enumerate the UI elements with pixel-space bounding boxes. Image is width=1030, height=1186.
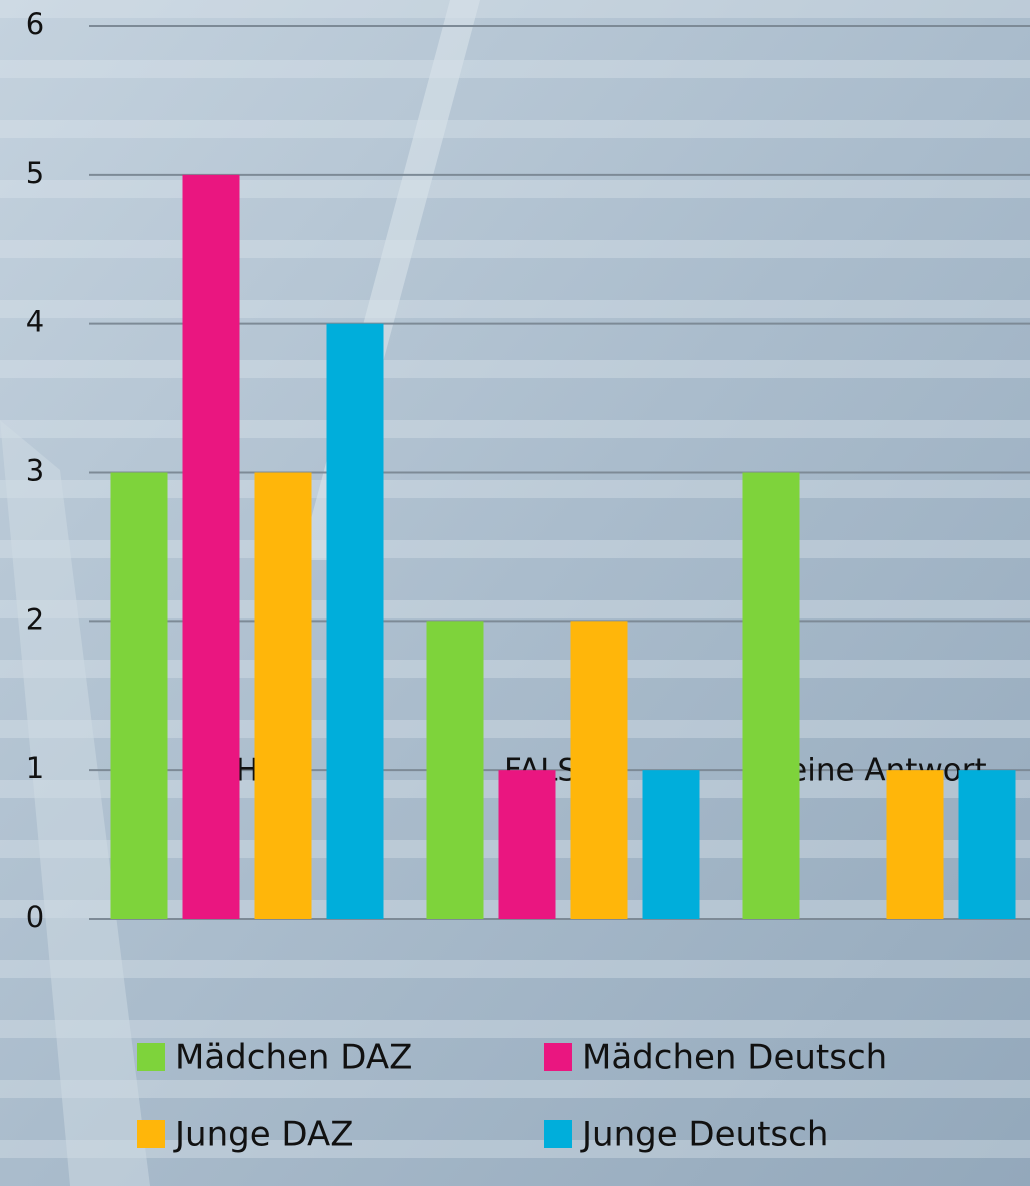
y-tick-label: 1 — [26, 751, 44, 785]
legend-swatch — [544, 1043, 572, 1071]
bar — [642, 770, 700, 919]
bar — [110, 472, 168, 919]
y-tick-label: 0 — [26, 900, 44, 934]
legend-swatch — [544, 1120, 572, 1148]
bar — [498, 770, 556, 919]
bar — [326, 323, 384, 920]
y-tick-label: 4 — [26, 305, 44, 339]
bar — [254, 472, 312, 919]
bar — [958, 770, 1016, 919]
legend-label: Mädchen DAZ — [175, 1038, 412, 1078]
y-tick-label: 2 — [26, 602, 44, 636]
bar — [426, 621, 484, 919]
x-tick-label: keine Antwort — [771, 753, 986, 789]
y-tick-label: 3 — [26, 454, 44, 488]
y-tick-label: 5 — [26, 156, 44, 190]
rail-decoration — [0, 420, 150, 1186]
bar — [570, 621, 628, 919]
bar — [742, 472, 800, 919]
legend-label: Mädchen Deutsch — [582, 1038, 887, 1078]
legend-label: Junge Deutsch — [580, 1115, 828, 1155]
legend-swatch — [137, 1120, 165, 1148]
y-tick-label: 6 — [26, 7, 44, 41]
legend-swatch — [137, 1043, 165, 1071]
bar — [886, 770, 944, 919]
bar — [182, 174, 240, 920]
legend-label: Junge DAZ — [173, 1115, 354, 1155]
